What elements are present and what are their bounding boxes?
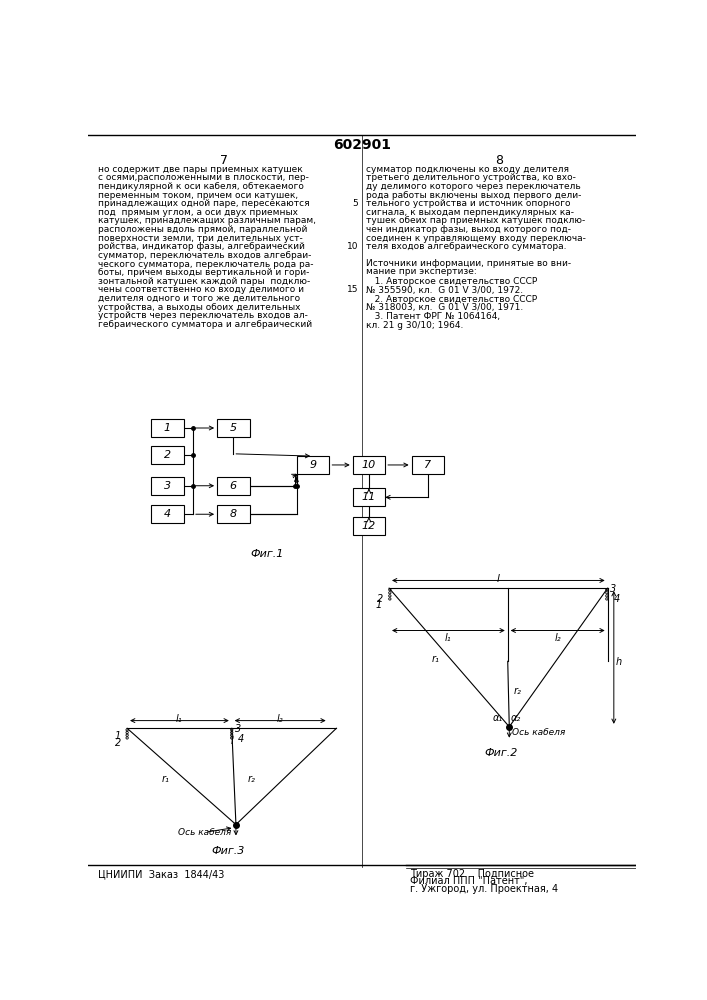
Text: l₂: l₂	[277, 714, 284, 724]
Text: сигнала, к выходам перпендикулярных ка-: сигнала, к выходам перпендикулярных ка-	[366, 208, 574, 217]
Text: рода работы включены выход первого дели-: рода работы включены выход первого дели-	[366, 191, 581, 200]
Text: 5: 5	[352, 199, 358, 208]
Text: катушек, принадлежащих различным парам,: катушек, принадлежащих различным парам,	[98, 216, 315, 225]
FancyBboxPatch shape	[217, 419, 250, 437]
Text: гебраического сумматора и алгебраический: гебраического сумматора и алгебраический	[98, 320, 312, 329]
Text: 1: 1	[375, 600, 381, 610]
FancyBboxPatch shape	[217, 477, 250, 495]
Text: устройств через переключатель входов ал-: устройств через переключатель входов ал-	[98, 311, 308, 320]
Text: Ось кабеля: Ось кабеля	[513, 728, 566, 737]
Text: пендикулярной к оси кабеля, обтекаемого: пендикулярной к оси кабеля, обтекаемого	[98, 182, 303, 191]
Text: чены соответственно ко входу делимого и: чены соответственно ко входу делимого и	[98, 285, 304, 294]
Text: 15: 15	[346, 285, 358, 294]
Text: 8: 8	[495, 154, 503, 167]
Text: расположены вдоль прямой, параллельной: расположены вдоль прямой, параллельной	[98, 225, 307, 234]
Text: сумматор, переключатель входов алгебраи-: сумматор, переключатель входов алгебраи-	[98, 251, 311, 260]
Text: Тираж 702    Подписное: Тираж 702 Подписное	[410, 869, 534, 879]
Text: l₁: l₁	[445, 633, 452, 643]
Text: r₁: r₁	[431, 654, 439, 664]
FancyBboxPatch shape	[353, 517, 385, 535]
Text: поверхности земли, три делительных уст-: поверхности земли, три делительных уст-	[98, 234, 303, 243]
Text: Фиг.3: Фиг.3	[211, 846, 245, 856]
Text: № 355590, кл.  G 01 V 3/00, 1972.: № 355590, кл. G 01 V 3/00, 1972.	[366, 286, 523, 295]
FancyBboxPatch shape	[411, 456, 444, 474]
FancyBboxPatch shape	[151, 419, 184, 437]
Text: 1: 1	[164, 423, 171, 433]
Text: 602901: 602901	[333, 138, 391, 152]
Text: Источники информации, принятые во вни-: Источники информации, принятые во вни-	[366, 259, 571, 268]
Text: l₂: l₂	[554, 633, 561, 643]
Text: 7: 7	[424, 460, 431, 470]
Text: 10: 10	[346, 242, 358, 251]
Text: зонтальной катушек каждой пары  подклю-: зонтальной катушек каждой пары подклю-	[98, 277, 310, 286]
FancyBboxPatch shape	[217, 505, 250, 523]
Text: тушек обеих пар приемных катушек подклю-: тушек обеих пар приемных катушек подклю-	[366, 216, 585, 225]
Text: 1: 1	[115, 731, 121, 741]
Text: ду делимого которого через переключатель: ду делимого которого через переключатель	[366, 182, 580, 191]
Text: 5: 5	[230, 423, 237, 433]
FancyBboxPatch shape	[151, 505, 184, 523]
Text: Фиг.2: Фиг.2	[485, 748, 518, 758]
FancyBboxPatch shape	[151, 446, 184, 464]
Text: соединен к управляющему входу переключа-: соединен к управляющему входу переключа-	[366, 234, 585, 243]
Text: чен индикатор фазы, выход которого под-: чен индикатор фазы, выход которого под-	[366, 225, 571, 234]
Text: третьего делительного устройства, ко вхо-: третьего делительного устройства, ко вхо…	[366, 173, 575, 182]
Text: тельного устройства и источник опорного: тельного устройства и источник опорного	[366, 199, 571, 208]
Text: h: h	[615, 657, 621, 667]
Text: кл. 21 g 30/10; 1964.: кл. 21 g 30/10; 1964.	[366, 321, 463, 330]
Text: ческого сумматора, переключатель рода ра-: ческого сумматора, переключатель рода ра…	[98, 260, 313, 269]
Text: принадлежащих одной паре, пересекаются: принадлежащих одной паре, пересекаются	[98, 199, 309, 208]
Text: 3: 3	[164, 481, 171, 491]
Text: 7: 7	[220, 154, 228, 167]
Text: сумматор подключены ко входу делителя: сумматор подключены ко входу делителя	[366, 165, 569, 174]
Text: 1. Авторское свидетельство СССР: 1. Авторское свидетельство СССР	[366, 277, 537, 286]
Text: но содержит две пары приемных катушек: но содержит две пары приемных катушек	[98, 165, 303, 174]
Text: 11: 11	[362, 492, 376, 502]
Text: 2: 2	[164, 450, 171, 460]
Text: 3. Патент ФРГ № 1064164,: 3. Патент ФРГ № 1064164,	[366, 312, 500, 321]
Text: 8: 8	[230, 509, 237, 519]
Text: № 318003, кл.  G 01 V 3/00, 1971.: № 318003, кл. G 01 V 3/00, 1971.	[366, 303, 523, 312]
Text: под  прямым углом, а оси двух приемных: под прямым углом, а оси двух приемных	[98, 208, 298, 217]
Text: делителя одного и того же делительного: делителя одного и того же делительного	[98, 294, 300, 303]
Text: l₁: l₁	[176, 714, 182, 724]
Text: α₁: α₁	[492, 713, 503, 723]
Text: 6: 6	[230, 481, 237, 491]
Text: Филиал ППП "Патент",: Филиал ППП "Патент",	[410, 876, 527, 886]
Text: боты, причем выходы вертикальной и гори-: боты, причем выходы вертикальной и гори-	[98, 268, 309, 277]
Text: 3: 3	[610, 584, 617, 594]
Text: 4: 4	[164, 509, 171, 519]
Text: Фиг.1: Фиг.1	[250, 549, 284, 559]
Text: ройства, индикатор фазы, алгебраический: ройства, индикатор фазы, алгебраический	[98, 242, 305, 251]
Text: 4: 4	[238, 734, 244, 744]
Text: Ось кабеля: Ось кабеля	[177, 828, 231, 837]
Text: 9: 9	[310, 460, 317, 470]
FancyBboxPatch shape	[353, 488, 385, 506]
Text: l: l	[230, 736, 233, 746]
FancyBboxPatch shape	[297, 456, 329, 474]
Text: 10: 10	[362, 460, 376, 470]
FancyBboxPatch shape	[151, 477, 184, 495]
Text: теля входов алгебраического сумматора.: теля входов алгебраического сумматора.	[366, 242, 566, 251]
Text: 3: 3	[235, 724, 241, 734]
Text: устройства, а выходы обоих делительных: устройства, а выходы обоих делительных	[98, 303, 300, 312]
Text: переменным током, причем оси катушек,: переменным током, причем оси катушек,	[98, 191, 298, 200]
Text: 2: 2	[115, 738, 121, 748]
Text: г. Ужгород, ул. Проектная, 4: г. Ужгород, ул. Проектная, 4	[410, 884, 558, 894]
Text: 12: 12	[362, 521, 376, 531]
Text: с осями,расположенными в плоскости, пер-: с осями,расположенными в плоскости, пер-	[98, 173, 308, 182]
Text: 2. Авторское свидетельство СССР: 2. Авторское свидетельство СССР	[366, 295, 537, 304]
Text: l: l	[497, 574, 500, 584]
Text: 4: 4	[614, 594, 620, 604]
Text: 2: 2	[378, 594, 384, 604]
Text: α₂: α₂	[511, 713, 521, 723]
Text: r₁: r₁	[161, 774, 169, 784]
Text: ЦНИИПИ  Заказ  1844/43: ЦНИИПИ Заказ 1844/43	[98, 869, 224, 879]
Text: мание при экспертизе:: мание при экспертизе:	[366, 267, 477, 276]
FancyBboxPatch shape	[353, 456, 385, 474]
Text: r₂: r₂	[247, 774, 255, 784]
Text: r₂: r₂	[514, 686, 522, 696]
